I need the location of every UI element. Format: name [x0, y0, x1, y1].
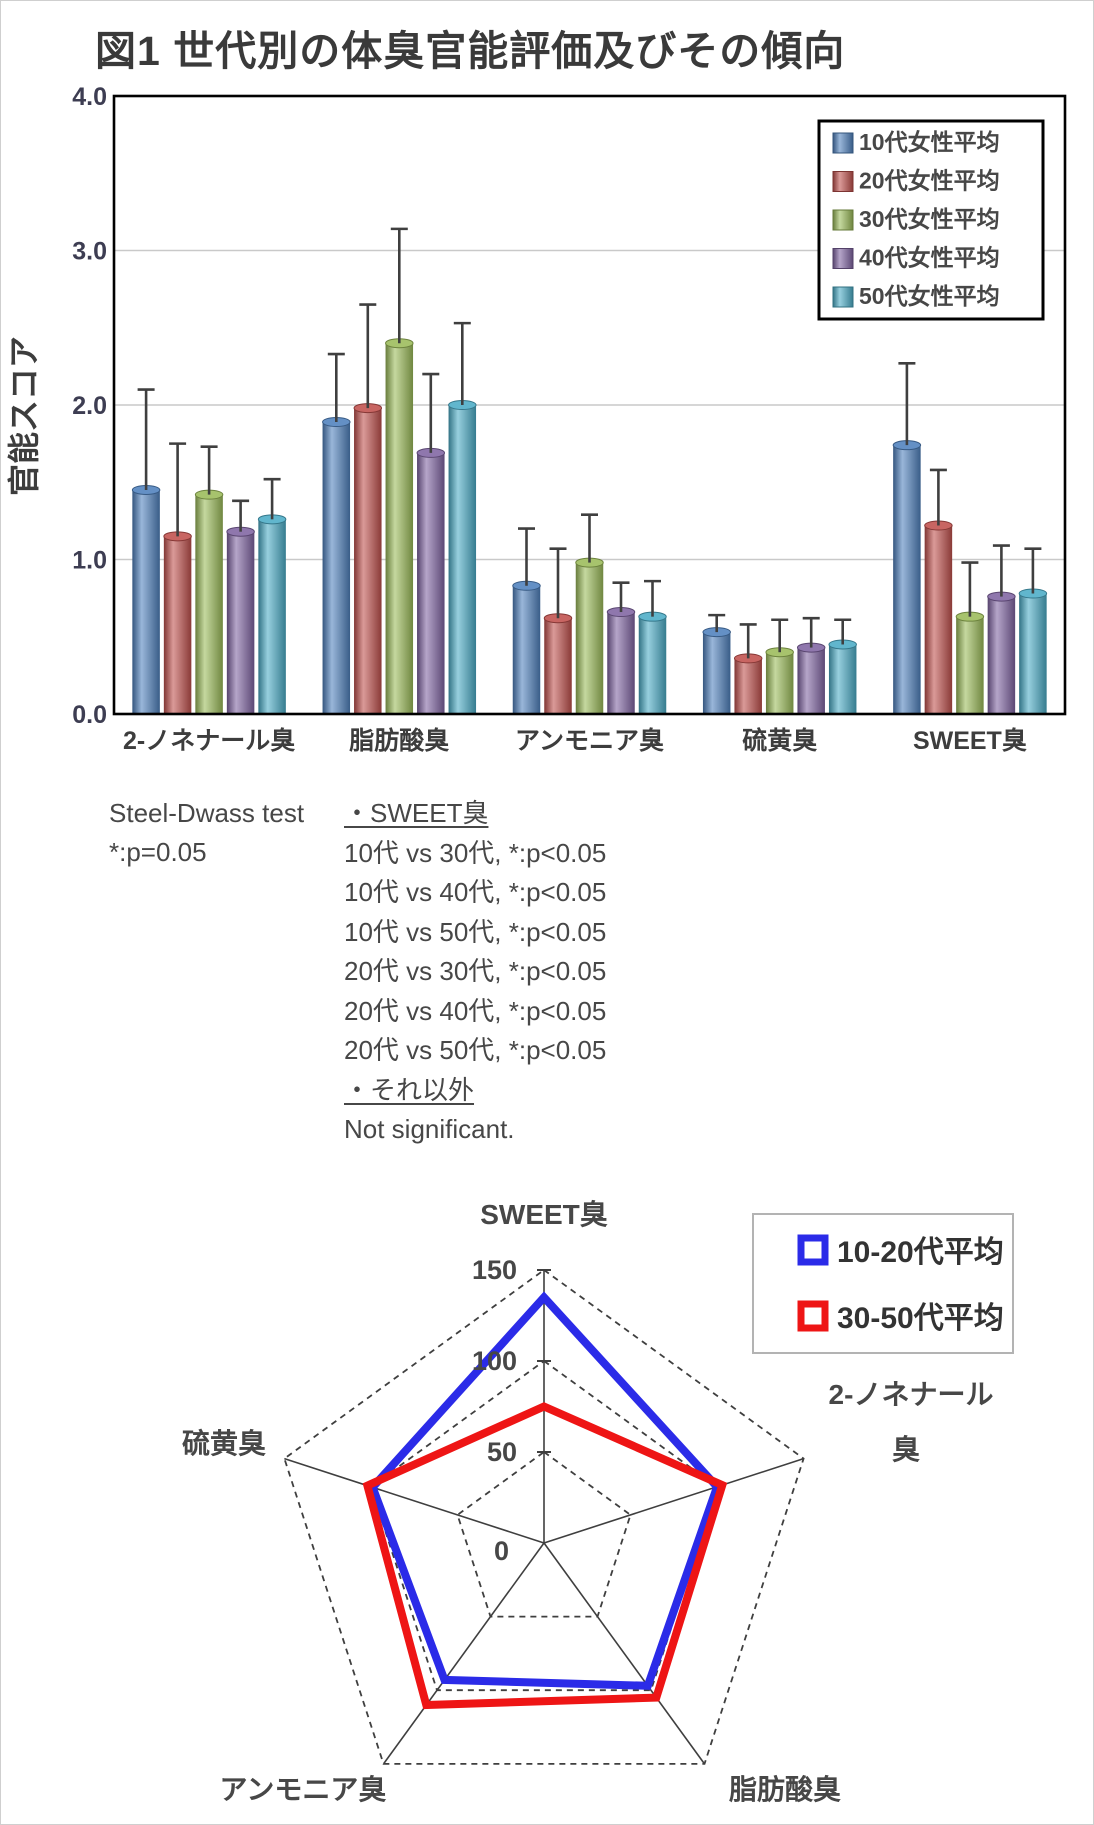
- y-tick-label: 0.0: [72, 701, 107, 729]
- legend-label: 40代女性平均: [859, 245, 1000, 271]
- y-tick-label: 4.0: [72, 83, 107, 111]
- x-axis-label: SWEET臭: [913, 726, 1027, 755]
- x-axis-label: 硫黄臭: [742, 726, 817, 755]
- bar: [734, 658, 762, 714]
- legend-label: 20代女性平均: [859, 168, 1000, 194]
- bar: [1019, 593, 1047, 714]
- radar-spoke: [543, 1457, 804, 1544]
- legend-label: 10代女性平均: [859, 129, 1000, 155]
- bar: [924, 525, 953, 714]
- bar: [354, 408, 382, 714]
- x-axis-label: アンモニア臭: [515, 726, 664, 755]
- bar: [893, 445, 921, 714]
- radar-series-older: [362, 1402, 728, 1710]
- bar: [607, 612, 635, 714]
- bar: [765, 652, 794, 714]
- stats-results-block: ・SWEET臭 10代 vs 30代, *:p<0.05 10代 vs 40代,…: [344, 794, 606, 1150]
- legend-swatch: [832, 132, 854, 154]
- figure-title: 図1 世代別の体臭官能評価及びその傾向: [95, 28, 846, 74]
- radar-spoke: [543, 1542, 706, 1765]
- stats-line: ・それ以外: [344, 1074, 475, 1105]
- radar-grid-pentagon: [456, 1450, 632, 1618]
- bar: [956, 616, 984, 714]
- legend-label: 50代女性平均: [859, 283, 1000, 309]
- legend-swatch: [832, 248, 854, 269]
- radar-axis-label: アンモニア臭: [220, 1774, 387, 1805]
- bar: [195, 494, 223, 714]
- radar-legend-swatch: [797, 1234, 829, 1266]
- x-axis-label: 脂肪酸臭: [349, 726, 449, 755]
- bar: [132, 489, 160, 714]
- radar-legend-label: 30-50代平均: [837, 1302, 1004, 1335]
- stats-line: 10代 vs 30代, *:p<0.05: [344, 837, 607, 868]
- bar: [575, 562, 604, 714]
- bar: [226, 531, 255, 714]
- bar-legend-box: [817, 119, 1045, 321]
- bar: [448, 405, 477, 714]
- bar: [987, 596, 1016, 714]
- bar: [638, 616, 667, 714]
- radar-tick-label: 150: [472, 1255, 517, 1285]
- radar-legend-box: [752, 1213, 1014, 1354]
- bar: [512, 585, 541, 714]
- radar-grid-pentagon: [283, 1268, 805, 1765]
- stats-line: 20代 vs 30代, *:p<0.05: [344, 956, 607, 986]
- stats-line: Not significant.: [344, 1114, 515, 1144]
- stats-line: 10代 vs 50代, *:p<0.05: [344, 916, 607, 947]
- bar: [797, 647, 825, 714]
- legend-label: 30代女性平均: [859, 206, 1000, 232]
- radar-axis-label: SWEET臭: [480, 1199, 608, 1230]
- radar-axis-label: 臭: [892, 1434, 920, 1465]
- bar: [385, 343, 414, 714]
- radar-series-young: [368, 1291, 722, 1690]
- radar-legend-swatch: [797, 1300, 829, 1332]
- stats-test-name: Steel-Dwass test: [109, 798, 305, 828]
- bar: [828, 644, 857, 714]
- stats-line: 10代 vs 40代, *:p<0.05: [344, 877, 607, 907]
- radar-axis-label: 脂肪酸臭: [729, 1774, 841, 1805]
- bar: [702, 632, 731, 714]
- y-tick-label: 3.0: [72, 238, 107, 266]
- bar: [258, 519, 286, 714]
- radar-legend-label: 10-20代平均: [837, 1236, 1004, 1269]
- stats-test-block: Steel-Dwass test *:p=0.05: [109, 794, 304, 872]
- bar-chart: 2-ノネナール臭 脂肪酸臭 アンモニア臭 硫黄臭 SWEET臭 0.0 1.0 2.0 3.0 4…: [6, 83, 1067, 755]
- bar: [417, 452, 445, 714]
- legend-swatch: [832, 171, 854, 192]
- bar: [163, 536, 192, 714]
- legend-swatch: [832, 286, 854, 308]
- bar: [544, 618, 572, 714]
- bar: [322, 421, 351, 714]
- stats-line: 20代 vs 50代, *:p<0.05: [344, 1035, 607, 1065]
- stats-line: ・SWEET臭: [344, 798, 489, 828]
- y-tick-label: 2.0: [72, 392, 107, 420]
- radar-spoke: [284, 1457, 545, 1544]
- legend-swatch: [832, 209, 854, 231]
- radar-legend: 10-20代平均 30-50代平均: [752, 1213, 1014, 1354]
- radar-spoke: [382, 1542, 545, 1765]
- stats-line: 20代 vs 40代, *:p<0.05: [344, 995, 607, 1026]
- radar-tick-label: 0: [494, 1536, 509, 1566]
- x-axis-label: 2-ノネナール臭: [123, 726, 295, 755]
- plot-border: [112, 94, 1067, 716]
- bar-legend: 10代女性平均 20代女性平均 30代女性平均 40代女性平均 50代女性平均: [817, 119, 1045, 321]
- y-tick-label: 1.0: [72, 547, 107, 575]
- radar-axis-label: 硫黄臭: [182, 1427, 266, 1459]
- radar-tick-label: 100: [472, 1346, 517, 1376]
- radar-tick-label: 50: [487, 1437, 517, 1467]
- radar-axis-label: 2-ノネナール: [829, 1379, 994, 1410]
- y-axis-title: 官能スコア: [6, 336, 42, 496]
- stats-alpha: *:p=0.05: [109, 837, 207, 867]
